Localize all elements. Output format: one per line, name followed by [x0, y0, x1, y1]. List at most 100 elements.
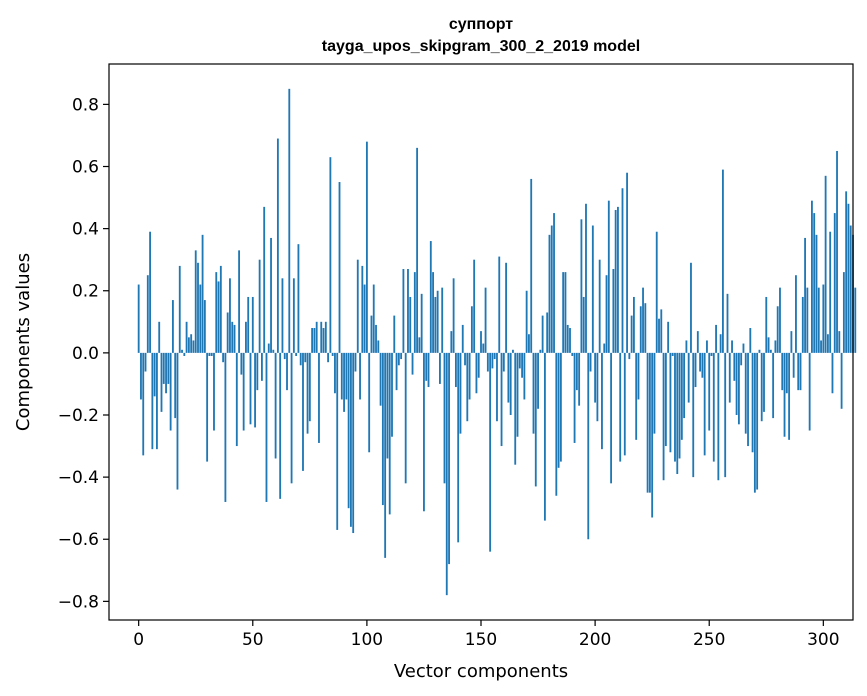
bar	[210, 352, 213, 356]
bar	[671, 352, 674, 356]
bar	[505, 262, 508, 353]
bar	[258, 259, 261, 353]
bar	[183, 352, 186, 356]
bar	[192, 340, 195, 353]
bar	[712, 352, 715, 462]
bar	[445, 352, 448, 596]
bars	[137, 88, 857, 596]
bar	[340, 352, 343, 400]
bar	[772, 352, 775, 419]
bar	[261, 352, 263, 381]
bar	[562, 272, 565, 353]
bar	[265, 352, 268, 502]
bar	[365, 141, 368, 353]
bar	[660, 309, 663, 353]
bar	[651, 352, 654, 518]
bar	[674, 352, 676, 462]
bar	[722, 169, 724, 353]
bar	[299, 352, 302, 366]
bar	[817, 287, 820, 353]
bar	[324, 321, 327, 353]
bar	[683, 352, 686, 419]
bar	[703, 352, 706, 456]
bar	[160, 352, 163, 412]
bar	[206, 352, 209, 462]
bar	[635, 352, 638, 440]
y-tick-label: −0.8	[58, 592, 99, 612]
bar	[292, 278, 295, 353]
bar	[144, 352, 147, 372]
bar	[391, 352, 393, 437]
bar	[345, 352, 348, 400]
bar	[532, 352, 535, 434]
bar	[548, 234, 551, 353]
bar	[760, 352, 763, 422]
bar	[267, 343, 270, 353]
y-axis-ticks: 0.8 0.6 0.4 0.2 0.0 −0.2 −0.4 −0.6 −0.8	[58, 95, 109, 612]
bar	[318, 352, 320, 443]
bar	[375, 324, 377, 353]
bar	[676, 352, 679, 475]
bar	[731, 340, 733, 353]
bar	[840, 352, 843, 409]
bar	[489, 352, 492, 552]
bar	[585, 203, 587, 353]
bar	[187, 337, 190, 353]
bar	[270, 237, 272, 353]
bar	[176, 352, 179, 490]
bar	[185, 321, 188, 353]
bar	[450, 331, 453, 353]
bar	[849, 225, 852, 353]
bar	[217, 281, 220, 353]
bar	[226, 312, 229, 353]
bar	[669, 352, 672, 453]
y-tick-label: −0.2	[58, 406, 99, 426]
bar	[416, 147, 419, 353]
bar	[334, 352, 336, 394]
bar	[530, 178, 533, 353]
bar	[313, 328, 316, 353]
bar	[482, 343, 485, 353]
bar	[502, 352, 505, 372]
bar	[464, 352, 466, 366]
bar	[343, 352, 345, 412]
bar	[687, 352, 690, 403]
bar	[290, 352, 293, 484]
bar	[667, 321, 670, 353]
y-tick-label: 0.2	[72, 282, 99, 302]
bar	[804, 237, 806, 353]
bar	[393, 315, 396, 353]
y-tick-label: −0.4	[58, 468, 99, 488]
x-axis-ticks: 0 50 100 150 200 250 300	[133, 620, 840, 650]
bar	[610, 352, 612, 484]
bar	[281, 278, 284, 353]
bar	[813, 213, 816, 353]
bar	[808, 352, 811, 431]
bar	[327, 352, 330, 363]
bar	[379, 352, 382, 406]
bar	[733, 352, 736, 381]
bar	[302, 352, 304, 471]
bar	[386, 352, 389, 459]
bar	[381, 352, 384, 506]
bar	[573, 352, 576, 443]
bar	[320, 321, 323, 353]
bar	[315, 321, 318, 353]
bar	[735, 352, 738, 415]
bar	[165, 352, 167, 394]
bar	[276, 138, 279, 353]
bar	[263, 206, 266, 353]
bar	[744, 352, 747, 434]
bar	[740, 352, 743, 366]
bar	[304, 352, 307, 363]
bar	[534, 352, 537, 487]
bar	[156, 352, 158, 450]
bar	[724, 352, 727, 478]
bar	[692, 352, 695, 478]
bar	[621, 188, 624, 353]
bar	[251, 296, 254, 353]
bar	[763, 352, 765, 412]
bar	[352, 352, 355, 534]
bar	[411, 352, 414, 375]
